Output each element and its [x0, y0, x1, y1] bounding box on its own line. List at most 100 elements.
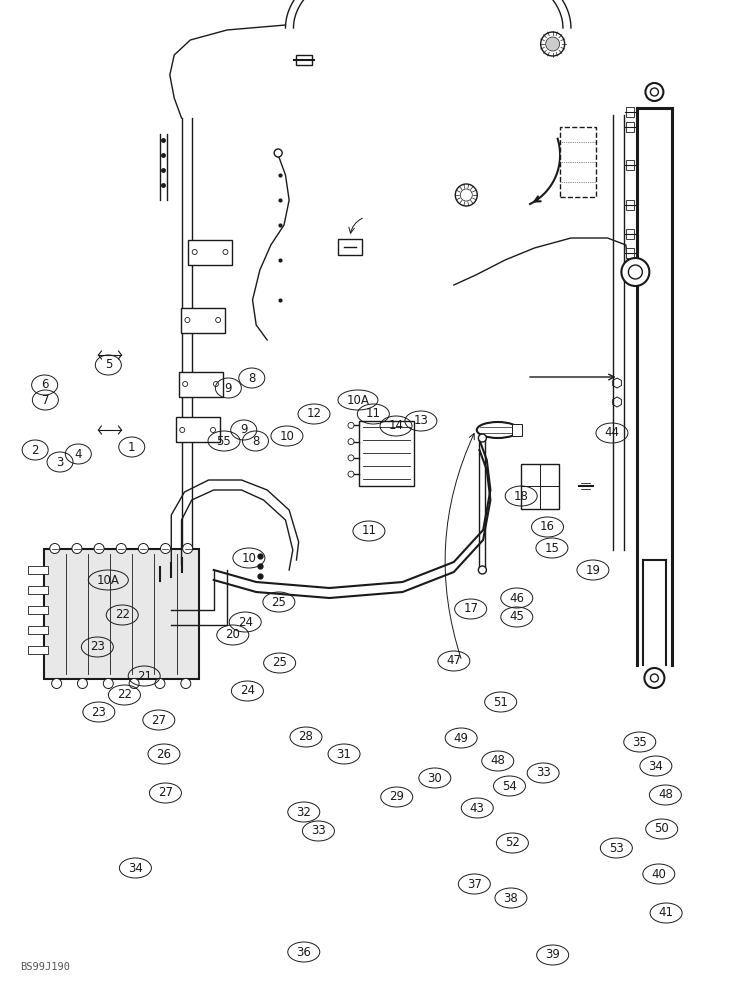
Text: 9: 9: [225, 381, 232, 394]
Circle shape: [181, 678, 191, 688]
Circle shape: [541, 32, 564, 56]
Text: 51: 51: [493, 696, 508, 708]
Text: 10A: 10A: [346, 393, 370, 406]
Circle shape: [129, 678, 139, 688]
Text: 23: 23: [90, 641, 105, 654]
Bar: [28, 586, 48, 594]
Text: 10: 10: [242, 552, 256, 564]
Text: 10A: 10A: [97, 573, 120, 586]
Circle shape: [621, 258, 649, 286]
Text: 1: 1: [128, 441, 135, 454]
Text: 50: 50: [654, 822, 669, 835]
Text: 34: 34: [128, 861, 143, 874]
Text: 52: 52: [505, 836, 520, 849]
Text: 40: 40: [651, 867, 666, 880]
Text: 32: 32: [296, 806, 311, 818]
Bar: [296, 55, 312, 65]
Text: 38: 38: [504, 892, 518, 904]
Text: 8: 8: [248, 371, 255, 384]
Circle shape: [94, 544, 104, 554]
Circle shape: [348, 422, 354, 428]
Text: 33: 33: [536, 766, 550, 780]
Text: 22: 22: [115, 608, 130, 621]
Circle shape: [103, 678, 113, 688]
Text: 9: 9: [240, 423, 247, 436]
Text: 23: 23: [92, 706, 106, 718]
Bar: [44, 548, 198, 678]
Text: 6: 6: [41, 378, 48, 391]
Circle shape: [223, 249, 228, 254]
Text: 47: 47: [447, 655, 461, 668]
Bar: [626, 248, 633, 258]
Circle shape: [78, 678, 87, 688]
Bar: [512, 424, 522, 436]
Bar: [359, 421, 414, 486]
Circle shape: [274, 149, 282, 157]
Text: 11: 11: [362, 524, 376, 538]
Text: 53: 53: [609, 841, 624, 854]
Bar: [28, 646, 48, 654]
Circle shape: [651, 88, 658, 96]
Text: 22: 22: [117, 688, 132, 702]
Text: 30: 30: [427, 772, 442, 784]
Circle shape: [138, 544, 149, 554]
Bar: [181, 308, 225, 333]
Circle shape: [214, 381, 218, 386]
Circle shape: [160, 544, 171, 554]
Circle shape: [545, 37, 560, 51]
Text: 39: 39: [545, 948, 560, 961]
Bar: [626, 200, 633, 210]
Text: 27: 27: [158, 786, 173, 800]
Circle shape: [216, 318, 220, 323]
Circle shape: [479, 566, 486, 574]
Text: 29: 29: [389, 790, 404, 804]
Text: 16: 16: [540, 520, 555, 534]
Text: 43: 43: [470, 802, 485, 814]
Text: 5: 5: [105, 359, 112, 371]
Circle shape: [348, 455, 354, 461]
Text: 14: 14: [389, 419, 403, 432]
Text: 27: 27: [152, 714, 166, 726]
Text: 7: 7: [42, 393, 49, 406]
Circle shape: [193, 249, 197, 254]
Text: 48: 48: [490, 754, 505, 768]
Circle shape: [455, 184, 477, 206]
Text: 24: 24: [240, 684, 255, 698]
Bar: [560, 127, 597, 197]
Bar: [626, 229, 633, 239]
Text: 20: 20: [225, 629, 240, 642]
Text: 41: 41: [659, 907, 673, 920]
Bar: [179, 371, 223, 396]
Bar: [28, 606, 48, 614]
Bar: [338, 239, 362, 255]
Text: 28: 28: [299, 730, 313, 744]
Text: 18: 18: [514, 489, 529, 502]
Circle shape: [646, 83, 663, 101]
Text: 36: 36: [296, 946, 311, 958]
Circle shape: [644, 668, 665, 688]
Bar: [521, 464, 559, 508]
Circle shape: [183, 544, 193, 554]
Text: 25: 25: [272, 657, 287, 670]
Circle shape: [52, 678, 61, 688]
Circle shape: [185, 318, 190, 323]
Circle shape: [155, 678, 165, 688]
Text: 10: 10: [280, 430, 294, 442]
Text: 8: 8: [252, 435, 259, 448]
Text: 49: 49: [454, 732, 468, 744]
Circle shape: [479, 434, 486, 442]
Circle shape: [116, 544, 126, 554]
Text: 31: 31: [337, 748, 351, 760]
Circle shape: [628, 265, 643, 279]
Text: 15: 15: [545, 542, 559, 554]
Bar: [188, 239, 232, 264]
Text: 35: 35: [632, 736, 647, 748]
Circle shape: [651, 674, 658, 682]
Text: 55: 55: [217, 435, 231, 448]
Text: 48: 48: [658, 788, 673, 802]
Text: 11: 11: [366, 407, 381, 420]
Text: 37: 37: [467, 878, 482, 891]
Circle shape: [183, 381, 187, 386]
Circle shape: [460, 189, 472, 201]
Text: 44: 44: [605, 426, 619, 440]
